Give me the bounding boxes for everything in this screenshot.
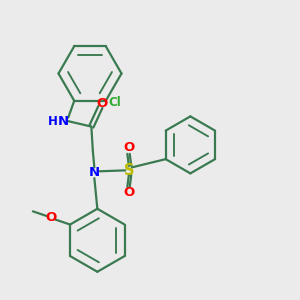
Text: H: H [48,115,58,128]
Text: O: O [123,141,134,154]
Text: O: O [46,212,57,224]
Text: O: O [96,97,107,110]
Text: S: S [124,163,134,178]
Text: N: N [89,166,100,179]
Text: Cl: Cl [109,96,122,110]
Text: O: O [123,186,134,200]
Text: N: N [57,115,68,128]
